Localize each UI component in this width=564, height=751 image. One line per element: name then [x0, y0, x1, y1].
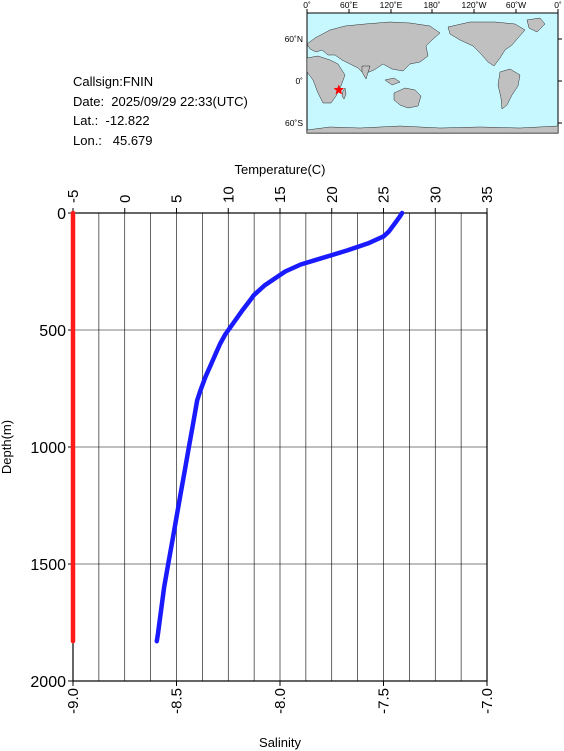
depth-tick-label: 1000 [30, 440, 66, 457]
map-lon-label: 0˚ [303, 0, 311, 10]
landmass-australia [393, 87, 422, 109]
temperature-profile-line [154, 210, 405, 644]
depth-axis-label: Depth(m) [0, 420, 14, 474]
depth-ticks: 0 500 1000 1500 2000 [30, 206, 73, 691]
plot-area: -5 0 5 10 15 20 25 30 35 -9.0 -8.5 -8.0 -7.5 -7.0 0 5… [0, 162, 496, 750]
temperature-tick-label: 35 [479, 186, 496, 203]
depth-tick-label: 500 [39, 323, 66, 340]
world-map: 0˚ 60˚E 120˚E 180˚ 120˚W 60˚W 0˚ 60˚N 0˚ 60˚S [285, 0, 562, 134]
latitude-label: Lat.: -12.822 [73, 113, 150, 128]
map-lon-ticks [306, 9, 562, 124]
longitude-label: Lon.: 45.679 [73, 132, 153, 148]
temperature-tick-label: 0 [117, 195, 134, 203]
map-lon-label: 120˚W [461, 0, 486, 10]
map-lon-labels: 0˚ 60˚E 120˚E 180˚ 120˚W 60˚W 0˚ [303, 0, 562, 10]
landmass-eurasia [306, 21, 441, 75]
map-lat-label: 60˚S [285, 118, 303, 128]
station-info: Callsign:FNIN Date: 2025/09/29 22:33(UTC… [73, 72, 248, 150]
map-lon-label: 60˚E [340, 0, 358, 10]
map-lat-label: 60˚N [285, 34, 303, 44]
date-label: Date: 2025/09/29 22:33(UTC) [73, 93, 248, 109]
temperature-axis-label: Temperature(C) [234, 162, 325, 177]
landmass-antarctica [306, 125, 559, 134]
map-land [306, 17, 559, 134]
temperature-tick-label: 30 [427, 186, 444, 203]
landmass-north-america [447, 21, 526, 67]
callsign-label: Callsign:FNIN [73, 74, 154, 89]
depth-tick-label: 0 [57, 206, 66, 223]
depth-tick-label: 2000 [30, 674, 66, 691]
map-lon-label: 180˚ [423, 0, 440, 10]
station-marker-icon [333, 84, 345, 95]
temperature-tick-label: 5 [169, 195, 186, 203]
landmass-india [361, 65, 371, 80]
temperature-tick-label: 25 [376, 186, 393, 203]
salinity-tick-label: -7.5 [376, 688, 393, 714]
map-lon-label: 120˚E [380, 0, 403, 10]
landmass-greenland [526, 17, 546, 33]
landmass-indonesia [384, 77, 401, 86]
salinity-tick-label: -7.0 [479, 688, 496, 714]
salinity-ticks: -9.0 -8.5 -8.0 -7.5 -7.0 [65, 681, 496, 714]
map-lon-label: 60˚W [506, 0, 526, 10]
series-lines [70, 210, 405, 644]
salinity-axis-label: Salinity [259, 735, 301, 750]
landmass-madagascar [341, 87, 347, 100]
landmass-africa [306, 55, 346, 104]
temperature-ticks: -5 0 5 10 15 20 25 30 35 [65, 186, 496, 213]
temperature-tick-label: -5 [65, 190, 82, 203]
map-lat-label: 0˚ [295, 76, 303, 86]
salinity-tick-label: -9.0 [65, 688, 82, 714]
station-marker-star [333, 84, 345, 95]
salinity-tick-label: -8.0 [272, 688, 289, 714]
depth-tick-label: 1500 [30, 557, 66, 574]
temperature-tick-label: 20 [324, 186, 341, 203]
temperature-tick-label: 10 [220, 186, 237, 203]
map-lat-labels: 60˚N 0˚ 60˚S [285, 34, 304, 128]
landmass-south-america [497, 68, 521, 110]
temperature-tick-label: 15 [272, 186, 289, 203]
map-lon-label: 0˚ [554, 0, 562, 10]
grid-lines [72, 212, 488, 682]
salinity-tick-label: -8.5 [169, 688, 186, 714]
